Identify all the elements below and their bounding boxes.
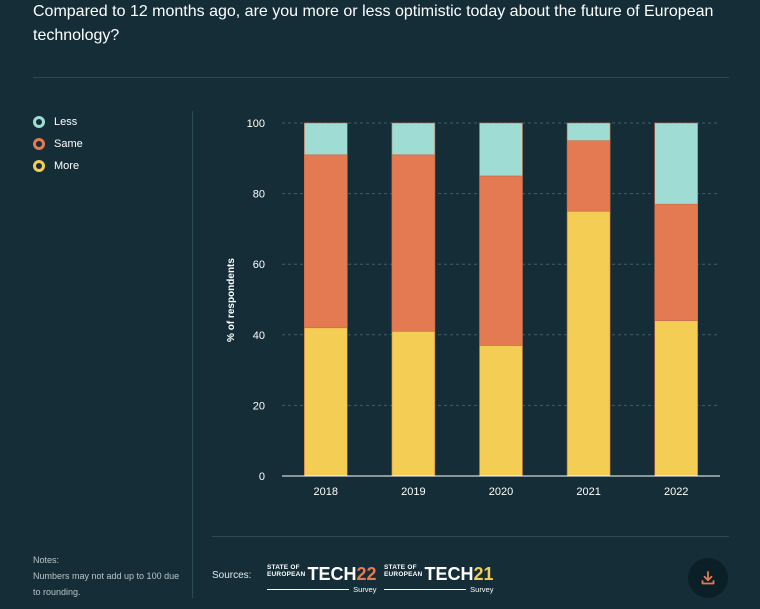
download-icon <box>701 571 715 585</box>
x-tick-label: 2018 <box>314 486 338 498</box>
logo-word: TECH <box>307 564 357 584</box>
logo-year: 21 <box>473 564 494 584</box>
legend-label: Less <box>54 116 78 128</box>
x-tick-label: 2022 <box>664 486 688 498</box>
axes: 0 20 40 60 80 100 2018 2019 2020 2021 2022 <box>247 118 720 498</box>
bar-segment-more-2021[interactable] <box>566 210 611 477</box>
y-tick-label: 60 <box>253 259 265 271</box>
chart-question: Compared to 12 months ago, are you more … <box>33 3 714 44</box>
bottom-divider <box>212 536 729 537</box>
notes-title: Notes: <box>33 555 60 565</box>
bar-segment-less-2019[interactable] <box>391 122 436 156</box>
logo-line1: STATE OF <box>267 564 300 571</box>
y-tick-label: 40 <box>253 330 265 342</box>
logo-year: 22 <box>356 564 377 584</box>
y-tick-label: 0 <box>259 471 265 483</box>
sources-label: Sources: <box>212 570 252 581</box>
bar-segment-less-2022[interactable] <box>654 122 699 205</box>
bar-segment-same-2022[interactable] <box>654 203 699 321</box>
y-axis-label: % of respondents <box>226 258 237 342</box>
bar-segment-same-2018[interactable] <box>304 154 348 329</box>
logo-underline <box>384 589 467 590</box>
bar-segment-same-2019[interactable] <box>391 154 436 332</box>
notes: Notes: Numbers may not add up to 100 due… <box>33 552 183 600</box>
legend-item-same[interactable]: Same <box>33 133 83 155</box>
legend-dot-icon <box>33 160 45 172</box>
bar-segment-same-2021[interactable] <box>566 140 611 212</box>
notes-text: Numbers may not add up to 100 due to rou… <box>33 571 180 597</box>
x-tick-label: 2020 <box>489 486 513 498</box>
legend-label: More <box>54 160 80 172</box>
legend-item-less[interactable]: Less <box>33 111 83 133</box>
chart-legend: Less Same More <box>33 111 83 177</box>
bar-segment-less-2021[interactable] <box>566 122 611 141</box>
logo-line1: STATE OF <box>384 564 417 571</box>
state-of-european-tech-22-logo[interactable]: STATE OF EUROPEAN TECH 22 Survey <box>267 564 376 594</box>
bar-segment-more-2018[interactable] <box>304 327 348 477</box>
bar-segment-more-2020[interactable] <box>479 345 523 477</box>
bar-segment-less-2020[interactable] <box>479 122 523 177</box>
stacked-bar-chart: 0 20 40 60 80 100 2018 2019 2020 2021 2022 % of re… <box>226 118 720 498</box>
download-button[interactable] <box>688 558 728 598</box>
logo-underline <box>267 589 350 590</box>
x-tick-label: 2021 <box>576 486 600 498</box>
y-tick-label: 100 <box>247 118 265 130</box>
legend-dot-icon <box>33 116 45 128</box>
logo-word: TECH <box>424 564 474 584</box>
legend-divider <box>192 111 193 598</box>
bar-segment-same-2020[interactable] <box>479 175 523 346</box>
legend-label: Same <box>54 138 83 150</box>
y-tick-label: 80 <box>253 189 265 201</box>
logo-sub: Survey <box>353 585 377 594</box>
bar-segment-more-2022[interactable] <box>654 320 699 477</box>
bar-segment-more-2019[interactable] <box>391 330 436 477</box>
y-tick-label: 20 <box>253 400 265 412</box>
logo-line2: EUROPEAN <box>384 571 423 578</box>
bars <box>304 122 699 477</box>
logo-sub: Survey <box>470 585 494 594</box>
legend-dot-icon <box>33 138 45 150</box>
top-divider <box>33 77 729 78</box>
state-of-european-tech-21-logo[interactable]: STATE OF EUROPEAN TECH 21 Survey <box>384 564 493 594</box>
legend-item-more[interactable]: More <box>33 155 83 177</box>
logo-line2: EUROPEAN <box>267 571 306 578</box>
x-tick-label: 2019 <box>401 486 425 498</box>
bar-segment-less-2018[interactable] <box>304 122 348 156</box>
